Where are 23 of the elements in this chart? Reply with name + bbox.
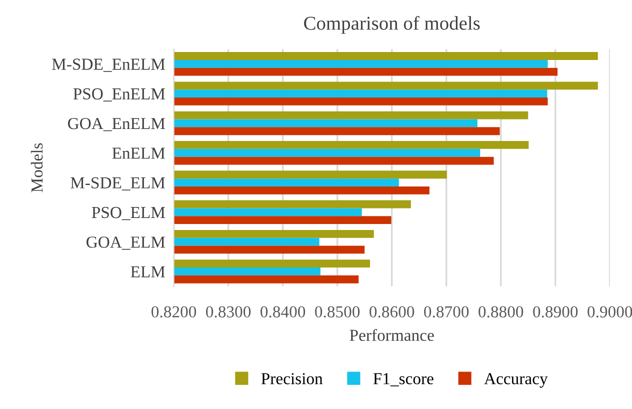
x-tick-label: 0.8700: [424, 306, 469, 318]
x-tick-label: 0.8200: [152, 306, 196, 318]
x-tick-label: 0.8600: [370, 306, 414, 318]
legend-label: Precision: [261, 373, 323, 384]
x-tick-label: 0.8400: [260, 306, 306, 318]
y-tick-label: PSO_EnELM: [73, 88, 165, 102]
y-tick-label: M-SDE_ELM: [70, 177, 165, 190]
y-tick-label: GOA_EnELM: [68, 118, 165, 132]
y-axis-title: Models: [30, 143, 43, 192]
x-tick-label: 0.8800: [478, 306, 524, 318]
x-tick-label: 0.8300: [206, 306, 251, 318]
x-tick-label: 0.8900: [533, 306, 578, 318]
legend-label: Accuracy: [484, 373, 548, 388]
y-tick-label: GOA_ELM: [86, 236, 165, 250]
x-axis-title: Performance: [350, 329, 434, 341]
y-tick-label: M-SDE_EnELM: [52, 58, 165, 72]
y-tick-label: EnELM: [112, 148, 165, 159]
y-tick-label: ELM: [130, 266, 165, 278]
chart-title: Comparison of models: [304, 16, 480, 34]
x-tick-label: 0.8500: [315, 306, 360, 318]
y-tick-label: PSO_ELM: [92, 206, 165, 220]
legend-label: F1_score: [373, 373, 434, 386]
x-tick-label: 0.9000: [588, 306, 632, 318]
